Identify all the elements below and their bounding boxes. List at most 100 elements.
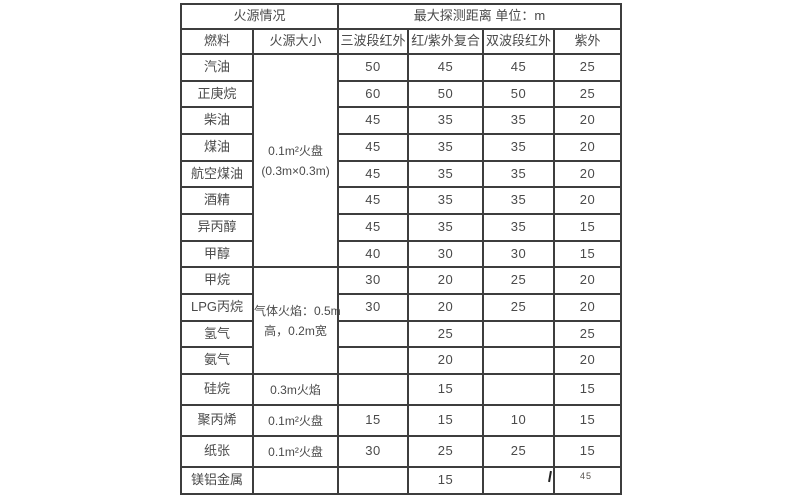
- distance-cell: 30: [337, 266, 410, 296]
- distance-cell: 45: [337, 186, 410, 216]
- distance-cell: 35: [407, 186, 485, 216]
- table-row: 异丙醇 45 35 35 15: [180, 213, 623, 242]
- detection-distance-table: 火源情况 最大探测距离 单位：m 燃料 火源大小 三波段红外 红/紫外复合 双波…: [179, 3, 623, 495]
- fuel-cell: 氢气: [180, 319, 254, 349]
- fuel-cell: 硅烷: [180, 373, 254, 407]
- fire-size-line: 0.1m²火盘: [268, 413, 323, 428]
- distance-cell: 20: [407, 293, 485, 322]
- distance-cell: 15: [553, 213, 623, 242]
- distance-cell: [482, 466, 556, 495]
- table-row: 正庚烷 60 50 50 25: [180, 79, 623, 109]
- fire-size-line: (0.3m×0.3m): [261, 163, 330, 178]
- distance-cell: [482, 319, 556, 349]
- fuel-cell: LPG丙烷: [180, 293, 254, 322]
- table-row: 硅烷 0.3m火焰 15 15: [180, 373, 623, 407]
- fire-size-line: 高，0.2m宽: [264, 323, 327, 338]
- distance-cell: 35: [407, 106, 485, 136]
- distance-cell: 45: [337, 213, 410, 242]
- distance-cell: 60: [337, 79, 410, 109]
- column-header-row: 燃料 火源大小 三波段红外 红/紫外复合 双波段红外 紫外: [180, 28, 623, 55]
- distance-cell: 45: [337, 106, 410, 136]
- col-header-uv: 紫外: [553, 28, 623, 55]
- distance-cell: [482, 373, 556, 407]
- distance-cell: 20: [553, 346, 623, 376]
- distance-cell: 15: [553, 239, 623, 269]
- distance-cell: 45: [337, 133, 410, 162]
- fire-size-line: 气体火焰：0.5m: [254, 303, 341, 318]
- distance-cell: 15: [553, 373, 623, 407]
- fire-size-line: 0.3m火焰: [270, 382, 321, 397]
- distance-cell: [337, 373, 410, 407]
- table-row: 酒精 45 35 35 20: [180, 186, 623, 216]
- distance-cell: 35: [407, 213, 485, 242]
- fire-size-cell: 气体火焰：0.5m 高，0.2m宽: [251, 266, 341, 376]
- distance-cell: [553, 466, 623, 495]
- distance-cell: 15: [407, 466, 485, 495]
- distance-cell: 25: [482, 266, 556, 296]
- distance-cell: 35: [482, 133, 556, 162]
- fire-size-line: 0.1m²火盘: [268, 143, 323, 158]
- fire-size-cell: 0.1m²火盘: [251, 404, 340, 438]
- fuel-cell: 正庚烷: [180, 79, 254, 109]
- table-body: 汽油 0.1m²火盘 (0.3m×0.3m) 50 45 45 25 正庚烷 60 50 50 25 柴…: [180, 52, 623, 495]
- table-row: 氨气 20 20: [180, 346, 623, 376]
- distance-cell: 25: [407, 319, 485, 349]
- table-row: 氢气 25 25: [180, 319, 623, 349]
- distance-cell: [337, 346, 410, 376]
- distance-cell: 30: [482, 239, 556, 269]
- fuel-cell: 汽油: [180, 53, 254, 82]
- distance-cell: 20: [553, 186, 623, 216]
- fuel-cell: 航空煤油: [180, 159, 254, 189]
- distance-cell: 20: [553, 266, 623, 296]
- fuel-cell: 聚丙烯: [180, 404, 254, 438]
- table-row: 煤油 45 35 35 20: [180, 133, 623, 162]
- distance-cell: 15: [407, 404, 485, 438]
- distance-cell: 35: [482, 159, 556, 189]
- distance-cell: 20: [553, 133, 623, 162]
- group-header-row: 火源情况 最大探测距离 单位：m: [179, 3, 623, 30]
- table-row: 纸张 0.1m²火盘 30 25 25 15: [180, 435, 623, 469]
- distance-cell: 25: [482, 293, 556, 322]
- fuel-cell: 异丙醇: [180, 213, 254, 242]
- distance-cell: [337, 466, 410, 495]
- distance-cell: 20: [407, 266, 485, 296]
- fuel-cell: 甲醇: [180, 239, 254, 269]
- distance-cell: 25: [553, 319, 623, 349]
- fuel-cell: 氨气: [180, 346, 254, 376]
- distance-cell: 20: [407, 346, 485, 376]
- distance-cell: 25: [407, 435, 485, 469]
- distance-cell: 30: [337, 435, 410, 469]
- fuel-cell: 甲烷: [180, 266, 254, 296]
- distance-cell: 15: [553, 404, 623, 438]
- distance-cell: 40: [337, 239, 410, 269]
- distance-cell: 30: [337, 293, 410, 322]
- table-row: 甲烷 气体火焰：0.5m 高，0.2m宽 30 20 25 20: [180, 266, 623, 376]
- distance-cell: 50: [407, 79, 485, 109]
- table-row: 聚丙烯 0.1m²火盘 15 15 10 15: [180, 404, 623, 438]
- table-row: 甲醇 40 30 30 15: [180, 239, 623, 269]
- fire-size-cell: 0.1m²火盘 (0.3m×0.3m): [251, 52, 340, 269]
- distance-cell: 20: [553, 159, 623, 189]
- fuel-cell: 纸张: [180, 435, 254, 469]
- distance-cell: 45: [482, 53, 556, 82]
- distance-cell: 20: [553, 106, 623, 136]
- page-number: 45: [579, 471, 592, 481]
- fuel-cell: 煤油: [180, 133, 254, 162]
- distance-cell: 35: [482, 213, 556, 242]
- distance-cell: 50: [482, 79, 556, 109]
- table-row: 柴油 45 35 35 20: [180, 106, 623, 136]
- fuel-cell: 酒精: [180, 186, 254, 216]
- distance-cell: 10: [482, 404, 556, 438]
- col-header-fire-size: 火源大小: [251, 28, 340, 55]
- col-header-three-band-ir: 三波段红外: [337, 28, 410, 55]
- fire-size-cell: 0.3m火焰: [251, 373, 340, 407]
- distance-cell: 25: [553, 79, 623, 109]
- table-row: 镁铝金属 15: [180, 466, 623, 495]
- distance-cell: 15: [337, 404, 410, 438]
- table-row: 汽油 0.1m²火盘 (0.3m×0.3m) 50 45 45 25: [180, 52, 623, 269]
- col-header-fuel: 燃料: [180, 28, 254, 55]
- distance-cell: 35: [482, 186, 556, 216]
- col-header-dual-band-ir: 双波段红外: [482, 28, 556, 55]
- fire-size-cell: [251, 466, 340, 495]
